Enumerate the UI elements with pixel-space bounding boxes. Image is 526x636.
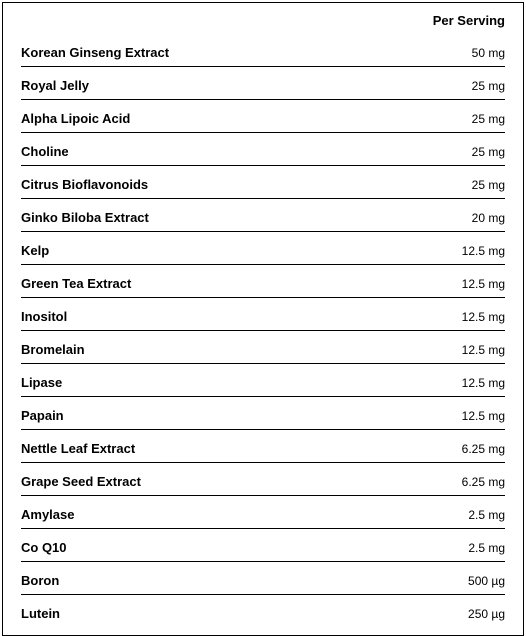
ingredient-list: Korean Ginseng Extract 50 mg Royal Jelly 25…	[21, 34, 505, 627]
ingredient-amount: 25 mg	[472, 178, 505, 192]
ingredient-amount: 500 µg	[468, 574, 505, 588]
ingredient-amount: 25 mg	[472, 112, 505, 126]
table-row: Green Tea Extract 12.5 mg	[21, 265, 505, 298]
ingredient-name: Korean Ginseng Extract	[21, 45, 169, 60]
ingredient-amount: 12.5 mg	[462, 277, 505, 291]
table-row: Ginko Biloba Extract 20 mg	[21, 199, 505, 232]
table-row: Nettle Leaf Extract 6.25 mg	[21, 430, 505, 463]
ingredient-amount: 12.5 mg	[462, 376, 505, 390]
ingredient-amount: 12.5 mg	[462, 409, 505, 423]
per-serving-header: Per Serving	[21, 13, 505, 34]
ingredient-name: Inositol	[21, 309, 67, 324]
ingredient-name: Lipase	[21, 375, 62, 390]
ingredient-amount: 2.5 mg	[468, 508, 505, 522]
ingredient-amount: 25 mg	[472, 79, 505, 93]
ingredient-name: Boron	[21, 573, 59, 588]
ingredient-name: Bromelain	[21, 342, 85, 357]
ingredient-name: Lutein	[21, 606, 60, 621]
table-row: Grape Seed Extract 6.25 mg	[21, 463, 505, 496]
ingredient-amount: 25 mg	[472, 145, 505, 159]
ingredient-name: Papain	[21, 408, 64, 423]
ingredient-amount: 20 mg	[472, 211, 505, 225]
table-row: Korean Ginseng Extract 50 mg	[21, 34, 505, 67]
ingredient-amount: 250 µg	[468, 607, 505, 621]
table-row: Royal Jelly 25 mg	[21, 67, 505, 100]
ingredient-name: Co Q10	[21, 540, 67, 555]
ingredient-amount: 6.25 mg	[462, 475, 505, 489]
ingredient-name: Citrus Bioflavonoids	[21, 177, 148, 192]
ingredient-name: Kelp	[21, 243, 49, 258]
table-row: Boron 500 µg	[21, 562, 505, 595]
table-row: Choline 25 mg	[21, 133, 505, 166]
ingredient-name: Amylase	[21, 507, 74, 522]
table-row: Alpha Lipoic Acid 25 mg	[21, 100, 505, 133]
ingredient-name: Green Tea Extract	[21, 276, 131, 291]
table-row: Citrus Bioflavonoids 25 mg	[21, 166, 505, 199]
ingredient-amount: 12.5 mg	[462, 310, 505, 324]
ingredient-amount: 6.25 mg	[462, 442, 505, 456]
table-row: Papain 12.5 mg	[21, 397, 505, 430]
table-row: Lipase 12.5 mg	[21, 364, 505, 397]
ingredient-name: Alpha Lipoic Acid	[21, 111, 130, 126]
ingredient-name: Royal Jelly	[21, 78, 89, 93]
table-row: Inositol 12.5 mg	[21, 298, 505, 331]
ingredient-name: Ginko Biloba Extract	[21, 210, 149, 225]
table-row: Kelp 12.5 mg	[21, 232, 505, 265]
ingredient-amount: 12.5 mg	[462, 343, 505, 357]
ingredient-amount: 50 mg	[472, 46, 505, 60]
table-row: Co Q10 2.5 mg	[21, 529, 505, 562]
table-row: Lutein 250 µg	[21, 595, 505, 627]
table-row: Bromelain 12.5 mg	[21, 331, 505, 364]
ingredient-amount: 12.5 mg	[462, 244, 505, 258]
ingredient-name: Choline	[21, 144, 69, 159]
ingredient-name: Grape Seed Extract	[21, 474, 141, 489]
ingredient-amount: 2.5 mg	[468, 541, 505, 555]
nutrition-panel: Per Serving Korean Ginseng Extract 50 mg R…	[2, 2, 524, 636]
table-row: Amylase 2.5 mg	[21, 496, 505, 529]
ingredient-name: Nettle Leaf Extract	[21, 441, 135, 456]
